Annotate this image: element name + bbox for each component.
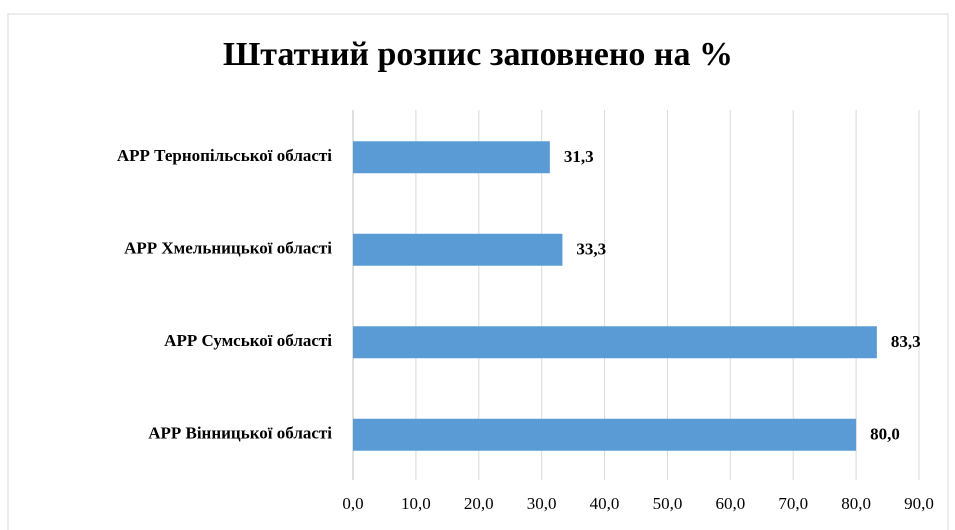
x-tick-label: 90,0 [904, 494, 934, 513]
y-tick-label: АРР Хмельницької області [124, 239, 332, 258]
y-tick-label: АРР Вінницької області [148, 424, 332, 443]
chart-border [7, 13, 949, 530]
value-label: 83,3 [891, 332, 921, 351]
bar [353, 326, 877, 359]
chart-title: Штатний розпис заповнено на % [223, 36, 733, 73]
bar [353, 418, 857, 451]
x-tick-label: 20,0 [464, 494, 494, 513]
value-label: 31,3 [564, 147, 594, 166]
value-label: 80,0 [870, 425, 900, 444]
bar [353, 233, 563, 266]
x-tick-label: 30,0 [527, 494, 557, 513]
x-tick-label: 70,0 [778, 494, 808, 513]
x-tick-label: 0,0 [342, 494, 363, 513]
x-tick-label: 40,0 [590, 494, 620, 513]
y-tick-label: АРР Сумської області [164, 331, 332, 350]
x-tick-label: 60,0 [715, 494, 745, 513]
y-tick-label: АРР Тернопільської області [117, 146, 332, 165]
x-tick-label: 80,0 [841, 494, 871, 513]
bar [353, 141, 550, 174]
x-tick-label: 50,0 [653, 494, 683, 513]
value-label: 33,3 [576, 240, 606, 259]
x-tick-label: 10,0 [401, 494, 431, 513]
